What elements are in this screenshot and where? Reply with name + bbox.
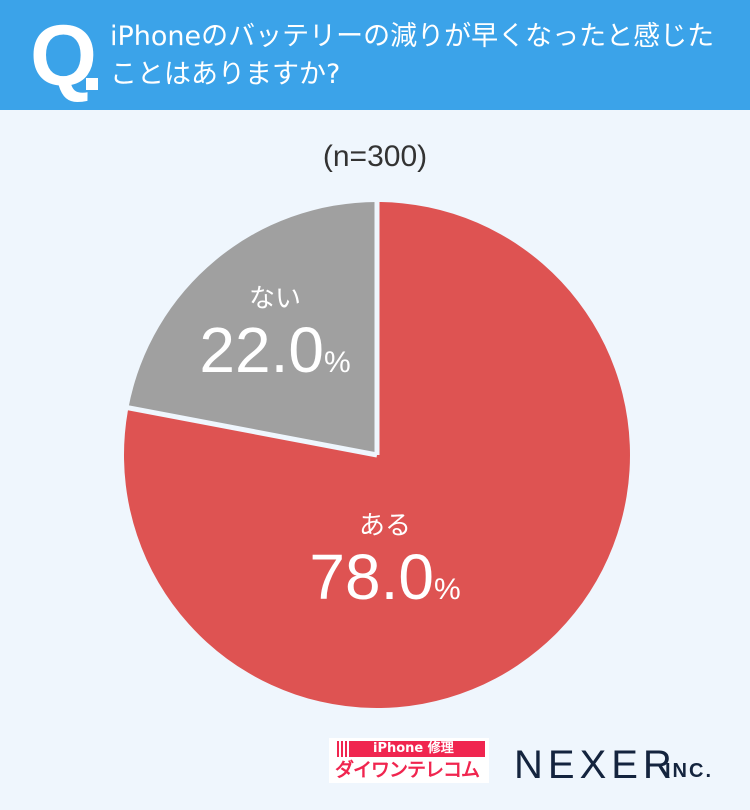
sample-size: (n=300) xyxy=(322,140,428,173)
percent-sign: % xyxy=(433,573,461,606)
slice-no xyxy=(128,201,377,455)
percent-sign: % xyxy=(323,346,351,379)
label-no-value: 22.0 xyxy=(199,314,324,386)
label-yes-value: 78.0 xyxy=(309,541,434,613)
logo1-top-text: iPhone 修理 xyxy=(373,741,454,756)
daiwan-telecom-logo: iPhone 修理 ダイワンテレコム xyxy=(329,738,489,783)
label-no-name: ない xyxy=(248,283,301,313)
label-yes: ある 78.0% xyxy=(290,505,480,612)
label-no: ない 22.0% xyxy=(180,278,370,385)
logo1-banner: iPhone 修理 xyxy=(335,741,485,757)
logo1-bottom-text: ダイワンテレコム xyxy=(335,759,480,781)
nexer-logo: NEXER xyxy=(514,743,677,787)
q-mark: Q xyxy=(30,8,97,104)
q-dot xyxy=(86,78,98,90)
nexer-inc: INC. xyxy=(665,760,713,782)
stripes-icon xyxy=(335,741,349,757)
question-line-2: ことはありますか? xyxy=(110,59,341,90)
label-yes-name: ある xyxy=(358,510,411,540)
question-line-1: iPhoneのバッテリーの減りが早くなったと感じた xyxy=(110,21,715,52)
question-header: Q iPhoneのバッテリーの減りが早くなったと感じた ことはありますか? xyxy=(0,0,750,110)
question-text: iPhoneのバッテリーの減りが早くなったと感じた ことはありますか? xyxy=(110,18,714,94)
